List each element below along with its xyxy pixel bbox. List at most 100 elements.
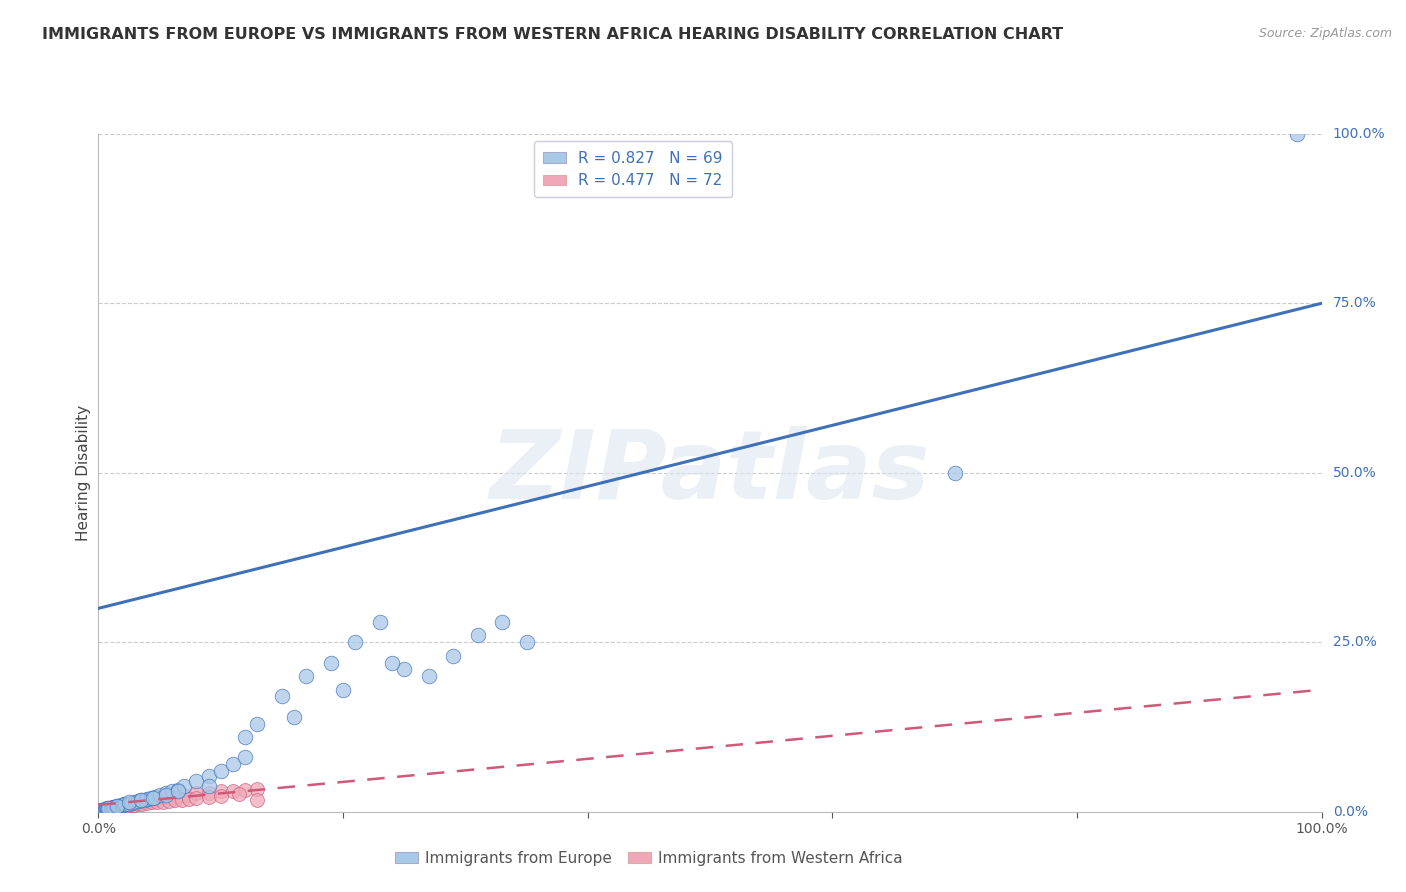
Point: [319, 656, 342, 670]
Point: [93, 803, 115, 817]
Point: [157, 794, 180, 808]
Point: [122, 797, 145, 812]
Point: [186, 786, 208, 800]
Point: [91, 803, 114, 817]
Point: [368, 615, 391, 629]
Point: [149, 788, 172, 802]
Point: [108, 798, 131, 813]
Point: [246, 792, 269, 806]
Point: [155, 786, 177, 800]
Point: [101, 801, 124, 815]
Point: [943, 466, 966, 480]
Point: [134, 792, 156, 806]
Point: [94, 802, 117, 816]
Point: [110, 798, 132, 813]
Point: [197, 779, 219, 793]
Point: [515, 635, 537, 649]
Point: [136, 796, 159, 810]
Point: [1286, 127, 1309, 141]
Point: [111, 797, 134, 812]
Point: [96, 803, 118, 817]
Point: [115, 798, 138, 813]
Point: [418, 669, 440, 683]
Point: [197, 790, 219, 805]
Point: [100, 801, 122, 815]
Point: [142, 791, 165, 805]
Point: [103, 800, 125, 814]
Point: [101, 800, 124, 814]
Point: [105, 799, 128, 814]
Point: [170, 792, 193, 806]
Point: [146, 795, 169, 809]
Point: [228, 787, 250, 801]
Point: [134, 794, 156, 808]
Point: [127, 797, 149, 812]
Point: [186, 774, 208, 789]
Point: [93, 803, 115, 817]
Point: [98, 802, 121, 816]
Point: [107, 799, 129, 814]
Point: [93, 802, 115, 816]
Point: [173, 779, 195, 793]
Y-axis label: Hearing Disability: Hearing Disability: [76, 405, 91, 541]
Point: [90, 803, 112, 817]
Point: [103, 800, 125, 814]
Point: [91, 803, 114, 817]
Point: [118, 797, 141, 811]
Point: [97, 801, 120, 815]
Point: [129, 793, 152, 807]
Point: [139, 792, 162, 806]
Point: [97, 801, 120, 815]
Point: [112, 797, 135, 812]
Point: [283, 710, 305, 724]
Point: [110, 798, 132, 813]
Point: [143, 792, 166, 806]
Point: [167, 783, 190, 797]
Point: [129, 793, 152, 807]
Point: [114, 797, 136, 812]
Text: 75.0%: 75.0%: [1333, 296, 1376, 310]
Point: [90, 803, 112, 817]
Point: [93, 803, 115, 817]
Point: [103, 800, 125, 814]
Point: [111, 797, 134, 812]
Point: [295, 669, 318, 683]
Point: [136, 793, 159, 807]
Point: [165, 793, 187, 807]
Point: [120, 797, 142, 811]
Point: [94, 802, 117, 816]
Point: [89, 804, 111, 818]
Text: ZIPatlas: ZIPatlas: [489, 426, 931, 519]
Point: [136, 792, 159, 806]
Text: IMMIGRANTS FROM EUROPE VS IMMIGRANTS FROM WESTERN AFRICA HEARING DISABILITY CORR: IMMIGRANTS FROM EUROPE VS IMMIGRANTS FRO…: [42, 27, 1063, 42]
Point: [186, 791, 208, 805]
Point: [381, 656, 404, 670]
Point: [467, 628, 489, 642]
Point: [124, 796, 146, 810]
Point: [96, 802, 118, 816]
Point: [117, 797, 139, 811]
Point: [91, 803, 114, 817]
Point: [246, 716, 269, 731]
Point: [97, 801, 120, 815]
Point: [96, 802, 118, 816]
Point: [139, 791, 162, 805]
Point: [105, 799, 128, 814]
Point: [120, 797, 142, 812]
Point: [209, 789, 232, 804]
Point: [160, 784, 183, 798]
Point: [222, 757, 245, 772]
Point: [129, 795, 152, 809]
Point: [91, 803, 114, 817]
Point: [233, 730, 256, 744]
Point: [124, 795, 146, 809]
Text: 0.0%: 0.0%: [1333, 805, 1368, 819]
Point: [100, 800, 122, 814]
Point: [101, 800, 124, 814]
Text: 25.0%: 25.0%: [1333, 635, 1376, 649]
Point: [177, 792, 200, 806]
Point: [112, 799, 135, 814]
Point: [160, 789, 183, 804]
Legend: Immigrants from Europe, Immigrants from Western Africa: Immigrants from Europe, Immigrants from …: [389, 845, 908, 871]
Point: [173, 788, 195, 802]
